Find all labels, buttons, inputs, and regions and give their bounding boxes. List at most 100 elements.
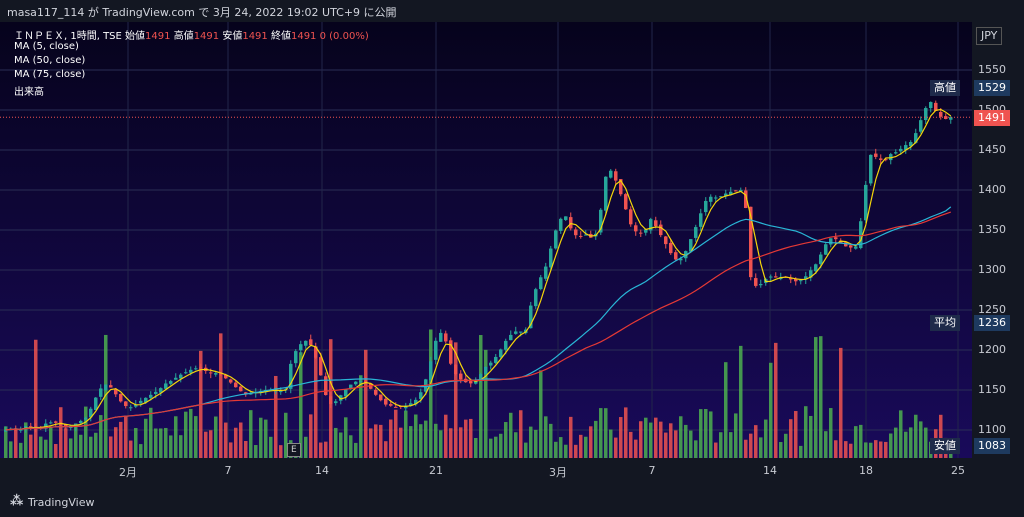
candle-body xyxy=(194,368,198,370)
candle-body xyxy=(709,196,713,202)
price-axis[interactable]: JPY 155015001450140013501300125012001150… xyxy=(972,22,1024,482)
volume-bar xyxy=(584,436,588,458)
candle-body xyxy=(219,373,223,375)
candle-body xyxy=(249,393,253,395)
candle-body xyxy=(454,364,458,375)
candle-body xyxy=(669,242,673,254)
volume-bar xyxy=(409,426,413,458)
volume-bar xyxy=(559,437,563,458)
volume-bar xyxy=(239,422,243,458)
candle-body xyxy=(289,363,293,389)
legend-open-label: 始値 xyxy=(125,31,146,42)
candle-body xyxy=(239,386,243,392)
volume-bar xyxy=(894,427,898,458)
volume-bar xyxy=(299,352,303,458)
volume-bar xyxy=(864,442,868,458)
price-tick-label: 1300 xyxy=(978,263,1006,276)
candle-body xyxy=(759,284,763,286)
volume-bar xyxy=(489,438,493,458)
candle-body xyxy=(529,305,533,329)
volume-bar xyxy=(379,424,383,458)
volume-bar xyxy=(624,407,628,458)
volume-bar xyxy=(304,436,308,458)
candle-body xyxy=(569,217,573,229)
candle-body xyxy=(889,154,893,161)
volume-bar xyxy=(34,339,38,458)
candle-body xyxy=(129,407,133,409)
earnings-event-marker[interactable]: E xyxy=(287,443,301,457)
volume-bar xyxy=(539,370,543,458)
volume-bar xyxy=(879,441,883,458)
candle-body xyxy=(299,344,303,351)
candle-body xyxy=(584,234,588,236)
candle-body xyxy=(79,420,83,424)
candle-body xyxy=(799,280,803,282)
volume-bar xyxy=(824,431,828,458)
candle-body xyxy=(119,393,123,402)
candle-body xyxy=(509,334,513,341)
candle-body xyxy=(84,417,88,420)
volume-bar xyxy=(269,436,273,458)
candle-body xyxy=(549,248,553,268)
volume-bar xyxy=(449,428,453,458)
candle-body xyxy=(809,270,813,278)
volume-bar xyxy=(869,442,873,458)
last-price-tag: 1491 xyxy=(974,110,1010,126)
ma50-line xyxy=(5,206,952,431)
legend-ma75[interactable]: MA (75, close) xyxy=(14,69,86,80)
volume-bar xyxy=(899,410,903,458)
volume-bar xyxy=(604,408,608,458)
volume-bar xyxy=(499,433,503,458)
volume-bar xyxy=(634,439,638,458)
legend-ma50[interactable]: MA (50, close) xyxy=(14,55,86,66)
volume-bar xyxy=(744,439,748,458)
candle-body xyxy=(484,366,488,374)
candle-body xyxy=(124,401,128,407)
candle-body xyxy=(804,276,808,280)
volume-bar xyxy=(509,412,513,458)
candle-body xyxy=(624,194,628,210)
volume-bar xyxy=(244,440,248,458)
volume-bar xyxy=(229,442,233,458)
volume-bar xyxy=(169,435,173,458)
candle-body xyxy=(679,258,683,261)
volume-bar xyxy=(224,422,228,458)
legend-open: 1491 xyxy=(145,31,171,42)
volume-bar xyxy=(779,442,783,458)
volume-bar xyxy=(684,424,688,458)
volume-bar xyxy=(29,434,33,458)
candle-body xyxy=(279,391,283,393)
candle-body xyxy=(689,239,693,252)
candle-body xyxy=(649,219,653,231)
volume-bar xyxy=(274,375,278,458)
volume-bar xyxy=(189,408,193,458)
tradingview-logo-icon: ⁂ xyxy=(10,494,24,509)
volume-bar xyxy=(924,427,928,458)
candle-body xyxy=(109,385,113,388)
volume-bar xyxy=(514,432,518,458)
candle-body xyxy=(919,120,923,132)
candle-body xyxy=(179,374,183,379)
candle-body xyxy=(884,159,888,161)
time-tick-label: 14 xyxy=(315,464,329,477)
volume-bar xyxy=(454,342,458,458)
volume-bar xyxy=(399,427,403,458)
chart-plot[interactable]: ＩＮＰＥＸ, 1時間, TSE 始値1491 高値1491 安値1491 終値1… xyxy=(0,22,972,458)
volume-bar xyxy=(434,423,438,458)
currency-label[interactable]: JPY xyxy=(976,27,1003,45)
candle-body xyxy=(694,227,698,238)
legend-ma5[interactable]: MA (5, close) xyxy=(14,41,79,52)
time-axis[interactable]: 2月 7 14 21 3月 7 14 18 25 xyxy=(0,458,972,482)
low-tag-label: 安値 xyxy=(930,438,960,454)
candle-body xyxy=(544,266,548,279)
volume-bar xyxy=(459,427,463,458)
candle-body xyxy=(519,331,523,333)
candle-body xyxy=(639,232,643,234)
candle-body xyxy=(209,372,213,374)
volume-bar xyxy=(479,335,483,458)
candle-body xyxy=(744,190,748,209)
candle-body xyxy=(329,396,333,405)
volume-bar xyxy=(549,423,553,458)
volume-bar xyxy=(629,431,633,458)
legend-volume[interactable]: 出来高 xyxy=(14,87,44,98)
